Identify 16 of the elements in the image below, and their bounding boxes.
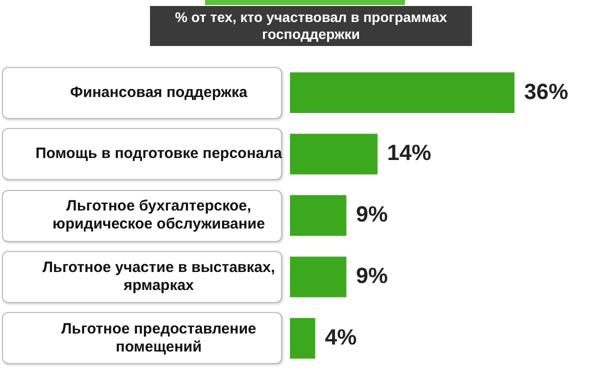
data-label: 36%	[524, 78, 568, 104]
y-tick-label: Льготное участие в выставках, ярмарках	[42, 259, 275, 294]
chart-title: % от тех, кто участвовал в программах господдержки	[150, 6, 472, 46]
bar	[290, 195, 346, 236]
data-label: 4%	[324, 324, 357, 350]
y-tick-label: Льготное бухгалтерское, юридическое обслуживание	[52, 198, 265, 233]
bar	[290, 72, 514, 114]
y-tick-label: Финансовая поддержка	[70, 84, 248, 101]
bar	[290, 256, 346, 298]
y-tick-label: Помощь в подготовке персонала	[35, 145, 283, 162]
bar	[290, 318, 316, 359]
y-tick-label: Льготное предоставление помещений	[61, 320, 256, 356]
data-label: 9%	[356, 262, 388, 288]
data-label: 14%	[387, 140, 432, 166]
bar	[290, 134, 378, 174]
data-label: 9%	[356, 202, 388, 227]
